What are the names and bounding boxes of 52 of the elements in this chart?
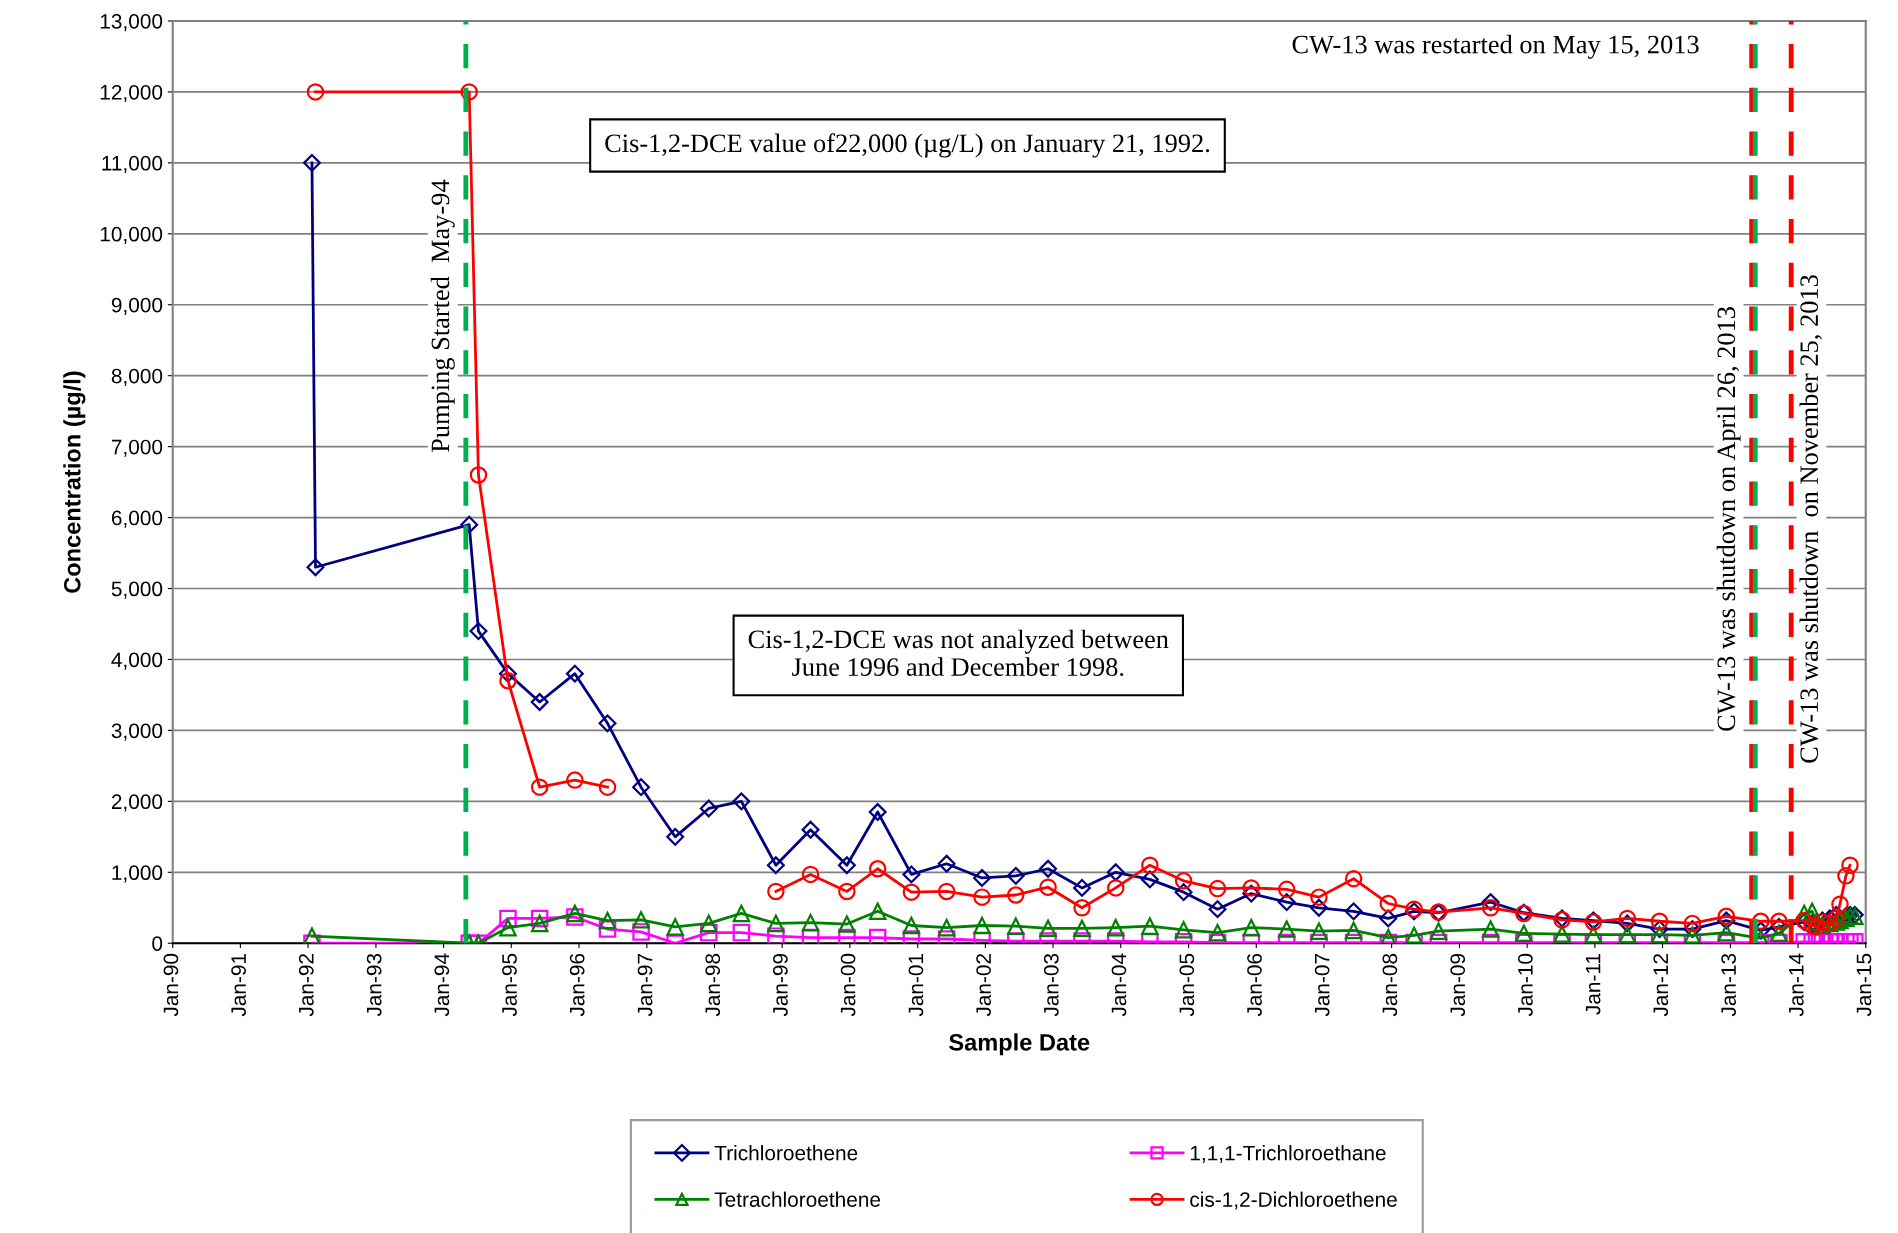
x-tick-label: Jan-90	[163, 953, 179, 1017]
x-tick-label: Jan-07	[1314, 954, 1330, 1017]
y-tick-label: 3,000	[111, 723, 163, 741]
legend-label: cis-1,2-Dichloroethene	[1190, 1191, 1397, 1210]
y-tick-label: 9,000	[111, 297, 163, 315]
y-tick-label: 6,000	[111, 510, 163, 528]
legend-label: Trichloroethene	[714, 1145, 858, 1161]
x-tick-label: Jan-08	[1382, 953, 1398, 1017]
legend-label: Tetrachloroethene	[714, 1191, 881, 1207]
x-axis-title: Sample Date	[949, 1033, 1090, 1056]
x-tick-label: Jan-91	[231, 953, 246, 1017]
x-tick-label: Jan-13	[1721, 953, 1736, 1017]
x-tick-label: Jan-14	[1789, 953, 1804, 1017]
y-tick-label: 8,000	[111, 368, 163, 386]
x-tick-label: Jan-05	[1179, 953, 1195, 1017]
ref-line-label: CW-13 was restarted on May 15, 2013	[1292, 34, 1699, 59]
x-tick-label: Jan-99	[773, 953, 788, 1017]
y-tick-label: 13,000	[100, 13, 163, 32]
ref-line-label: CW-13 was shutdown on April 26, 2013	[1716, 307, 1741, 731]
x-tick-label: Jan-01	[908, 953, 924, 1017]
x-tick-label: Jan-92	[298, 954, 314, 1017]
x-tick-label: Jan-10	[1518, 953, 1533, 1017]
x-tick-label: Jan-12	[1653, 954, 1669, 1017]
annotation: Cis-1,2-DCE value of22,000 (µg/L) on January 21, 1992.	[605, 133, 1210, 158]
legend-label: 1,1,1-Trichloroethane	[1190, 1145, 1386, 1163]
annotation: Cis-1,2-DCE was not analyzed between June 1996 and December 1998.	[748, 629, 1169, 677]
x-tick-label: Jan-97	[637, 954, 653, 1017]
y-tick-label: 1,000	[112, 865, 163, 883]
ref-line-label: Pumping Started May-94	[430, 179, 455, 453]
y-tick-label: 12,000	[100, 84, 163, 103]
y-tick-label: 0	[152, 936, 163, 951]
y-tick-label: 7,000	[111, 439, 163, 457]
x-tick-label: Jan-93	[366, 953, 382, 1017]
x-tick-label: Jan-96	[569, 953, 585, 1017]
x-tick-label: Jan-11	[1585, 953, 1601, 1015]
y-axis-title: Concentration (µg/l)	[63, 371, 86, 593]
x-tick-label: Jan-02	[976, 954, 991, 1017]
x-tick-label: Jan-95	[502, 953, 517, 1017]
x-tick-label: Jan-03	[1043, 953, 1059, 1017]
y-tick-label: 5,000	[111, 581, 163, 599]
x-tick-label: Jan-04	[1111, 953, 1127, 1017]
y-tick-label: 10,000	[100, 226, 163, 245]
x-tick-label: Jan-15	[1856, 953, 1872, 1017]
y-tick-label: 11,000	[102, 155, 163, 174]
x-tick-label: Jan-00	[840, 953, 856, 1017]
y-tick-label: 4,000	[111, 652, 163, 670]
x-tick-label: Jan-06	[1247, 953, 1262, 1017]
x-tick-label: Jan-94	[434, 953, 450, 1017]
ref-line-label: CW-13 was shutdown on November 25, 2013	[1799, 275, 1822, 763]
y-tick-label: 2,000	[111, 794, 163, 812]
x-tick-label: Jan-09	[1450, 953, 1466, 1017]
x-tick-label: Jan-98	[705, 953, 721, 1017]
